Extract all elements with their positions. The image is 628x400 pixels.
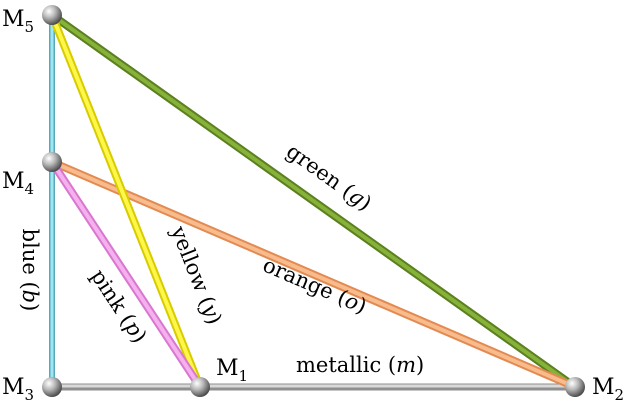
edge-orange-highlight [50,160,577,389]
edge-label-blue: blue (b) [18,229,42,312]
node-label-m5: M5 [2,7,34,36]
node-label-m4: M4 [2,169,34,198]
edge-green-highlight [50,13,577,389]
nodes [42,5,585,397]
node-m3 [42,377,62,397]
edge-label-green: green (g) [282,139,376,216]
node-labels: M5 M4 M3 M1 M2 [2,7,624,400]
edge-label-yellow: yellow (y) [166,222,227,328]
node-m4 [42,152,62,172]
edge-label-pink: pink (p) [86,265,152,348]
node-m2 [565,377,585,397]
node-m5 [42,5,62,25]
edge-label-orange: orange (o) [259,253,370,319]
edge-yellow-highlight [50,13,202,389]
edges [48,11,579,391]
node-label-m1: M1 [216,356,248,385]
node-label-m2: M2 [592,375,624,400]
edge-label-metallic: metallic (m) [296,353,424,377]
node-label-m3: M3 [2,375,34,400]
node-m1 [190,377,210,397]
edge-pink-highlight [50,160,202,389]
